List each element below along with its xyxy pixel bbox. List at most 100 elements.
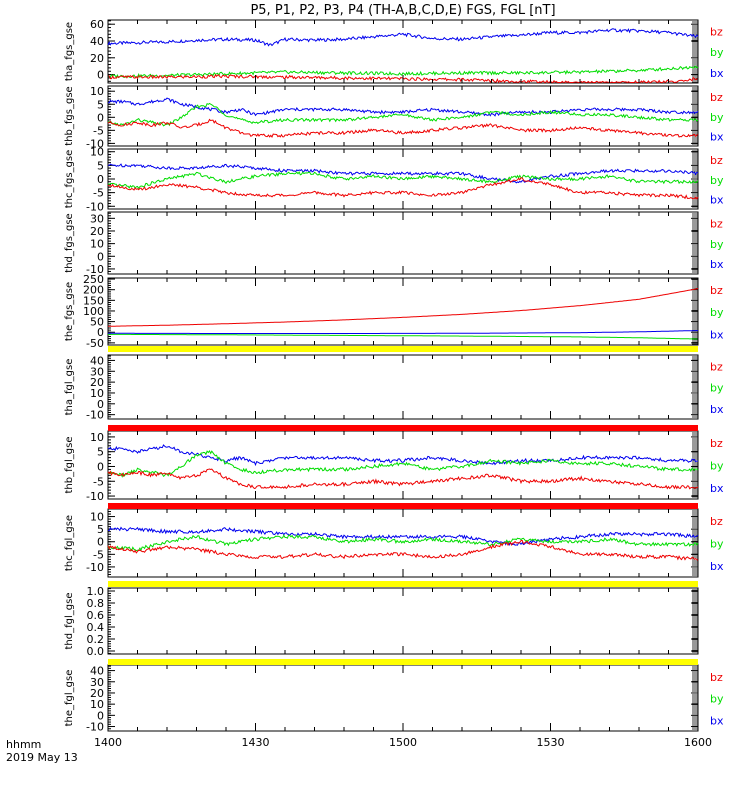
legend-bz: bz xyxy=(710,154,723,167)
y-tick-label: 5 xyxy=(97,446,104,459)
flag-bar-yellow xyxy=(108,581,698,587)
series-by-line xyxy=(107,534,699,552)
panel-frame xyxy=(107,587,699,655)
panel-1: 60 40 20 0 tha_fgs_gse bz by bx xyxy=(64,18,724,84)
y-tick-label: 30 xyxy=(90,365,104,378)
y-tick-label: 0 xyxy=(97,709,104,722)
legend-bz: bz xyxy=(710,671,723,684)
legend-by: by xyxy=(710,174,724,187)
y-tick-label: 0 xyxy=(97,536,104,549)
legend-bz: bz xyxy=(710,25,723,38)
flag-bar-yellow xyxy=(108,346,698,352)
legend-bx: bx xyxy=(710,131,724,144)
time-tick-label: 1400 xyxy=(94,736,122,749)
legend-by: by xyxy=(710,306,724,319)
y-tick-label: 0 xyxy=(97,250,104,263)
legend-bz: bz xyxy=(710,437,723,450)
y-tick-label: -10 xyxy=(86,561,104,574)
y-tick-label: -10 xyxy=(86,263,104,276)
y-tick-label: 0 xyxy=(97,111,104,124)
y-tick-label: 150 xyxy=(83,294,104,307)
panel-frame xyxy=(107,211,699,275)
time-tick-label: 1430 xyxy=(242,736,270,749)
series-bz-line xyxy=(107,539,699,561)
series-by-line xyxy=(107,171,699,190)
series-by-line xyxy=(107,449,699,478)
y-axis-label: the_fgs_gse xyxy=(64,282,75,341)
legend-by: by xyxy=(710,693,724,706)
y-tick-label: 30 xyxy=(90,212,104,225)
y-tick-label: 200 xyxy=(83,284,104,297)
series-bx-line xyxy=(108,97,699,117)
series-bx-line xyxy=(107,526,699,546)
time-tick-label: 1600 xyxy=(684,736,712,749)
legend-by: by xyxy=(710,238,724,251)
flag-bars-group xyxy=(108,346,698,665)
series-bz-line xyxy=(108,288,699,327)
y-tick-label: 0 xyxy=(97,326,104,339)
panel-frame xyxy=(107,664,699,732)
y-tick-label: 0.2 xyxy=(87,633,105,646)
chart-title: P5, P1, P2, P3, P4 (TH-A,B,C,D,E) FGS, F… xyxy=(250,3,555,18)
legend-bx: bx xyxy=(710,67,724,80)
y-axis-label: tha_fgl_gse xyxy=(64,359,75,416)
y-tick-label: -5 xyxy=(93,124,104,137)
panel-frame xyxy=(107,354,699,420)
series-bz-line xyxy=(107,118,699,139)
y-tick-label: 20 xyxy=(90,687,104,700)
y-axis-label: the_fgl_gse xyxy=(64,670,75,727)
flag-bar-red xyxy=(108,425,698,431)
legend-bz: bz xyxy=(710,515,723,528)
legend-bz: bz xyxy=(710,217,723,230)
y-tick-label: 20 xyxy=(90,52,104,65)
legend-bx: bx xyxy=(710,560,724,573)
y-tick-label: 40 xyxy=(90,665,104,678)
y-tick-label: 10 xyxy=(90,146,104,159)
y-tick-label: 20 xyxy=(90,376,104,389)
y-tick-label: -10 xyxy=(86,137,104,150)
y-tick-label: 0.0 xyxy=(87,645,105,658)
y-tick-label: 50 xyxy=(90,316,104,329)
series-by-line xyxy=(108,333,698,340)
y-tick-label: 0 xyxy=(97,398,104,411)
flag-bar-red xyxy=(108,503,698,509)
time-axis-label: hhmm xyxy=(6,738,41,751)
y-tick-label: 250 xyxy=(83,273,104,286)
panel-7: 10 50 -5 -10 thb_fgl_gse bz by bx xyxy=(64,430,724,503)
y-tick-label: 0.8 xyxy=(87,597,105,610)
y-tick-label: -10 xyxy=(86,409,104,422)
y-tick-label: 0.4 xyxy=(87,621,105,634)
y-tick-label: 5 xyxy=(97,159,104,172)
y-tick-label: 40 xyxy=(90,35,104,48)
y-tick-label: 10 xyxy=(90,431,104,444)
y-tick-label: 10 xyxy=(90,387,104,400)
y-tick-label: 40 xyxy=(90,354,104,367)
y-tick-label: 10 xyxy=(90,238,104,251)
legend-bz: bz xyxy=(710,91,723,104)
panel-9: 1.00.80.60.40.20.0 thd_fgl_gse xyxy=(64,585,699,658)
legend-by: by xyxy=(710,46,724,59)
y-tick-label: 1.0 xyxy=(87,585,105,598)
y-axis-label: thb_fgs_gse xyxy=(64,86,75,145)
series-bx-line xyxy=(107,444,699,467)
legend-bx: bx xyxy=(710,403,724,416)
y-tick-label: -10 xyxy=(86,200,104,213)
y-tick-label: -10 xyxy=(86,721,104,734)
y-tick-label: 0 xyxy=(97,173,104,186)
y-tick-label: 5 xyxy=(97,523,104,536)
series-bz-line xyxy=(107,468,699,490)
y-tick-label: -10 xyxy=(86,490,104,503)
y-tick-label: 20 xyxy=(90,225,104,238)
y-tick-label: 10 xyxy=(90,85,104,98)
y-tick-label: 10 xyxy=(90,511,104,524)
series-by-line xyxy=(107,65,699,79)
